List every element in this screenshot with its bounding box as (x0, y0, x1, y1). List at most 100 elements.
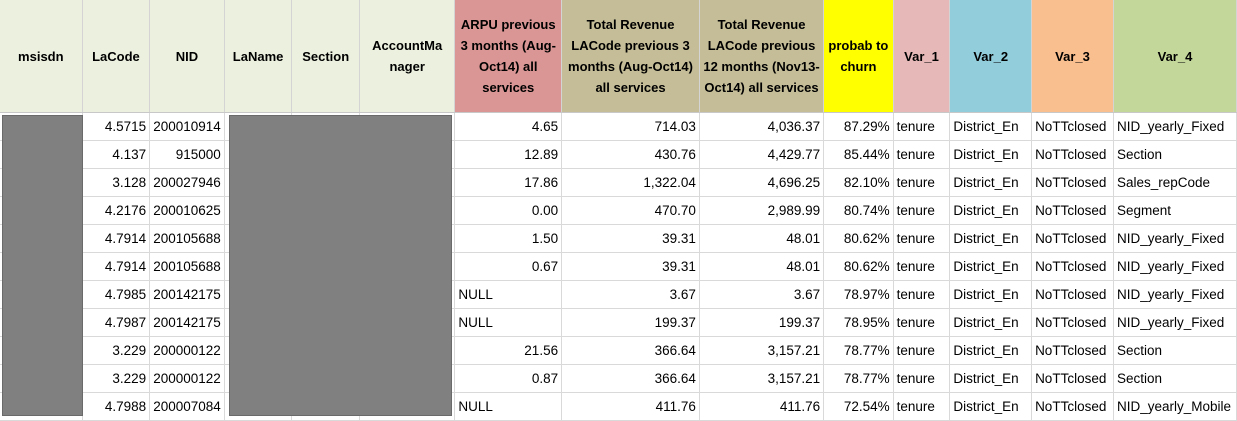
cell-rev12[interactable]: 3,157.21 (699, 364, 825, 393)
cell-var4[interactable]: Segment (1113, 196, 1237, 225)
cell-var4[interactable]: NID_yearly_Fixed (1113, 308, 1237, 337)
cell-rev12[interactable]: 199.37 (699, 308, 825, 337)
cell-lacode[interactable]: 4.5715 (82, 112, 151, 141)
cell-var1[interactable]: tenure (893, 168, 951, 197)
cell-var4[interactable]: Section (1113, 364, 1237, 393)
cell-rev3[interactable]: 470.70 (561, 196, 700, 225)
cell-var2[interactable]: District_En (949, 168, 1033, 197)
cell-nid[interactable]: 200007084 (149, 392, 225, 421)
header-churn-probability[interactable]: probab to churn (823, 0, 894, 113)
cell-arpu[interactable]: 0.87 (454, 364, 563, 393)
cell-var3[interactable]: NoTTclosed (1031, 336, 1114, 365)
cell-lacode[interactable]: 4.7987 (82, 308, 151, 337)
cell-lacode[interactable]: 3.128 (82, 168, 151, 197)
cell-churn[interactable]: 87.29% (823, 112, 894, 141)
cell-rev12[interactable]: 3,157.21 (699, 336, 825, 365)
cell-nid[interactable]: 200027946 (149, 168, 225, 197)
header-revenue-3m[interactable]: Total Revenue LACode previous 3 months (… (561, 0, 700, 113)
cell-rev3[interactable]: 1,322.04 (561, 168, 700, 197)
cell-churn[interactable]: 80.74% (823, 196, 894, 225)
header-laname[interactable]: LaName (224, 0, 293, 113)
cell-churn[interactable]: 78.97% (823, 280, 894, 309)
cell-rev3[interactable]: 39.31 (561, 252, 700, 281)
cell-churn[interactable]: 78.77% (823, 336, 894, 365)
cell-var4[interactable]: Section (1113, 336, 1237, 365)
cell-churn[interactable]: 72.54% (823, 392, 894, 421)
cell-nid[interactable]: 200105688 (149, 252, 225, 281)
cell-var1[interactable]: tenure (893, 196, 951, 225)
cell-nid[interactable]: 200010914 (149, 112, 225, 141)
cell-var2[interactable]: District_En (949, 140, 1033, 169)
cell-rev12[interactable]: 4,036.37 (699, 112, 825, 141)
cell-arpu[interactable]: 1.50 (454, 224, 563, 253)
cell-churn[interactable]: 85.44% (823, 140, 894, 169)
cell-var1[interactable]: tenure (893, 336, 951, 365)
header-var-4[interactable]: Var_4 (1113, 0, 1237, 113)
cell-var1[interactable]: tenure (893, 224, 951, 253)
cell-arpu[interactable]: 0.00 (454, 196, 563, 225)
cell-var3[interactable]: NoTTclosed (1031, 364, 1114, 393)
cell-rev3[interactable]: 366.64 (561, 364, 700, 393)
cell-arpu[interactable]: 0.67 (454, 252, 563, 281)
cell-nid[interactable]: 200142175 (149, 280, 225, 309)
cell-var3[interactable]: NoTTclosed (1031, 280, 1114, 309)
header-var-1[interactable]: Var_1 (893, 0, 951, 113)
cell-lacode[interactable]: 4.2176 (82, 196, 151, 225)
cell-var1[interactable]: tenure (893, 308, 951, 337)
cell-nid[interactable]: 200000122 (149, 364, 225, 393)
cell-lacode[interactable]: 4.7914 (82, 224, 151, 253)
cell-var2[interactable]: District_En (949, 280, 1033, 309)
cell-lacode[interactable]: 4.137 (82, 140, 151, 169)
cell-var4[interactable]: Section (1113, 140, 1237, 169)
cell-var4[interactable]: NID_yearly_Fixed (1113, 252, 1237, 281)
cell-rev3[interactable]: 366.64 (561, 336, 700, 365)
header-revenue-12m[interactable]: Total Revenue LACode previous 12 months … (699, 0, 825, 113)
cell-var4[interactable]: Sales_repCode (1113, 168, 1237, 197)
cell-var3[interactable]: NoTTclosed (1031, 196, 1114, 225)
cell-var3[interactable]: NoTTclosed (1031, 112, 1114, 141)
cell-var3[interactable]: NoTTclosed (1031, 308, 1114, 337)
cell-var1[interactable]: tenure (893, 140, 951, 169)
cell-var4[interactable]: NID_yearly_Fixed (1113, 280, 1237, 309)
cell-lacode[interactable]: 3.229 (82, 364, 151, 393)
cell-var1[interactable]: tenure (893, 280, 951, 309)
cell-nid[interactable]: 200010625 (149, 196, 225, 225)
cell-rev12[interactable]: 3.67 (699, 280, 825, 309)
cell-churn[interactable]: 78.77% (823, 364, 894, 393)
cell-rev3[interactable]: 411.76 (561, 392, 700, 421)
header-lacode[interactable]: LaCode (82, 0, 151, 113)
cell-var2[interactable]: District_En (949, 308, 1033, 337)
cell-arpu[interactable]: NULL (454, 392, 563, 421)
cell-rev12[interactable]: 48.01 (699, 252, 825, 281)
cell-rev3[interactable]: 3.67 (561, 280, 700, 309)
cell-var2[interactable]: District_En (949, 224, 1033, 253)
cell-rev12[interactable]: 2,989.99 (699, 196, 825, 225)
cell-var1[interactable]: tenure (893, 252, 951, 281)
cell-rev12[interactable]: 48.01 (699, 224, 825, 253)
cell-rev3[interactable]: 199.37 (561, 308, 700, 337)
cell-var1[interactable]: tenure (893, 112, 951, 141)
cell-churn[interactable]: 78.95% (823, 308, 894, 337)
cell-nid[interactable]: 200000122 (149, 336, 225, 365)
cell-nid[interactable]: 200142175 (149, 308, 225, 337)
cell-arpu[interactable]: NULL (454, 308, 563, 337)
cell-rev12[interactable]: 4,429.77 (699, 140, 825, 169)
cell-var4[interactable]: NID_yearly_Mobile (1113, 392, 1237, 421)
cell-nid[interactable]: 915000 (149, 140, 225, 169)
header-msisdn[interactable]: msisdn (0, 0, 83, 113)
cell-arpu[interactable]: 4.65 (454, 112, 563, 141)
cell-rev3[interactable]: 39.31 (561, 224, 700, 253)
cell-var2[interactable]: District_En (949, 336, 1033, 365)
cell-churn[interactable]: 80.62% (823, 224, 894, 253)
cell-churn[interactable]: 80.62% (823, 252, 894, 281)
cell-rev12[interactable]: 411.76 (699, 392, 825, 421)
cell-arpu[interactable]: 21.56 (454, 336, 563, 365)
cell-var3[interactable]: NoTTclosed (1031, 392, 1114, 421)
header-var-3[interactable]: Var_3 (1031, 0, 1114, 113)
cell-rev3[interactable]: 430.76 (561, 140, 700, 169)
cell-arpu[interactable]: NULL (454, 280, 563, 309)
cell-var4[interactable]: NID_yearly_Fixed (1113, 112, 1237, 141)
cell-var4[interactable]: NID_yearly_Fixed (1113, 224, 1237, 253)
header-arpu[interactable]: ARPU previous 3 months (Aug-Oct14) all s… (454, 0, 563, 113)
cell-churn[interactable]: 82.10% (823, 168, 894, 197)
